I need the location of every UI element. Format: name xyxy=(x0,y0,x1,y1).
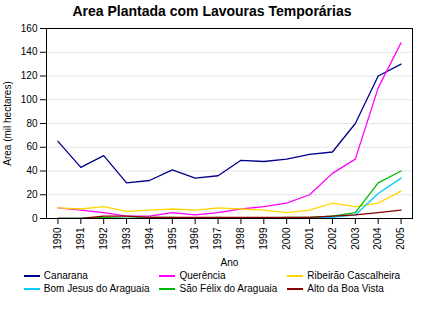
svg-text:1993: 1993 xyxy=(121,227,132,250)
svg-text:1995: 1995 xyxy=(167,227,178,250)
svg-text:2005: 2005 xyxy=(395,227,406,250)
svg-text:2003: 2003 xyxy=(350,227,361,250)
svg-text:120: 120 xyxy=(21,70,38,81)
svg-text:160: 160 xyxy=(21,23,38,34)
svg-text:2001: 2001 xyxy=(304,227,315,250)
html-text:Area Plantada com Lavouras Tem: Area Plantada com Lavouras Temporárias xyxy=(72,3,352,19)
svg-text:0: 0 xyxy=(32,213,38,224)
svg-text:1994: 1994 xyxy=(144,227,155,250)
svg-text:1990: 1990 xyxy=(52,227,63,250)
html-text:Alto da Boa Vista: Alto da Boa Vista xyxy=(307,283,384,294)
svg-text:1997: 1997 xyxy=(212,227,223,250)
svg-text:140: 140 xyxy=(21,46,38,57)
html-text:Querência: Querência xyxy=(179,270,226,281)
svg-text:100: 100 xyxy=(21,94,38,105)
html-text:Ribeirão Cascalheira: Ribeirão Cascalheira xyxy=(307,270,401,281)
svg-text:1996: 1996 xyxy=(189,227,200,250)
svg-text:80: 80 xyxy=(26,118,38,129)
svg-text:2002: 2002 xyxy=(327,227,338,250)
svg-text:40: 40 xyxy=(26,165,38,176)
svg-text:1992: 1992 xyxy=(98,227,109,250)
html-text:Bom Jesus do Araguaia: Bom Jesus do Araguaia xyxy=(43,283,150,294)
html-text:Canarana: Canarana xyxy=(43,270,88,281)
svg-text:1998: 1998 xyxy=(235,227,246,250)
svg-text:20: 20 xyxy=(26,189,38,200)
svg-text:60: 60 xyxy=(26,141,38,152)
svg-text:1999: 1999 xyxy=(258,227,269,250)
svg-text:2004: 2004 xyxy=(372,227,383,250)
svg-text:Ano: Ano xyxy=(221,257,239,268)
svg-text:1991: 1991 xyxy=(75,227,86,250)
svg-text:2000: 2000 xyxy=(281,227,292,250)
html-text:São Félix do Araguaia: São Félix do Araguaia xyxy=(179,283,278,294)
svg-text:Area (mil hectares): Area (mil hectares) xyxy=(2,81,13,165)
